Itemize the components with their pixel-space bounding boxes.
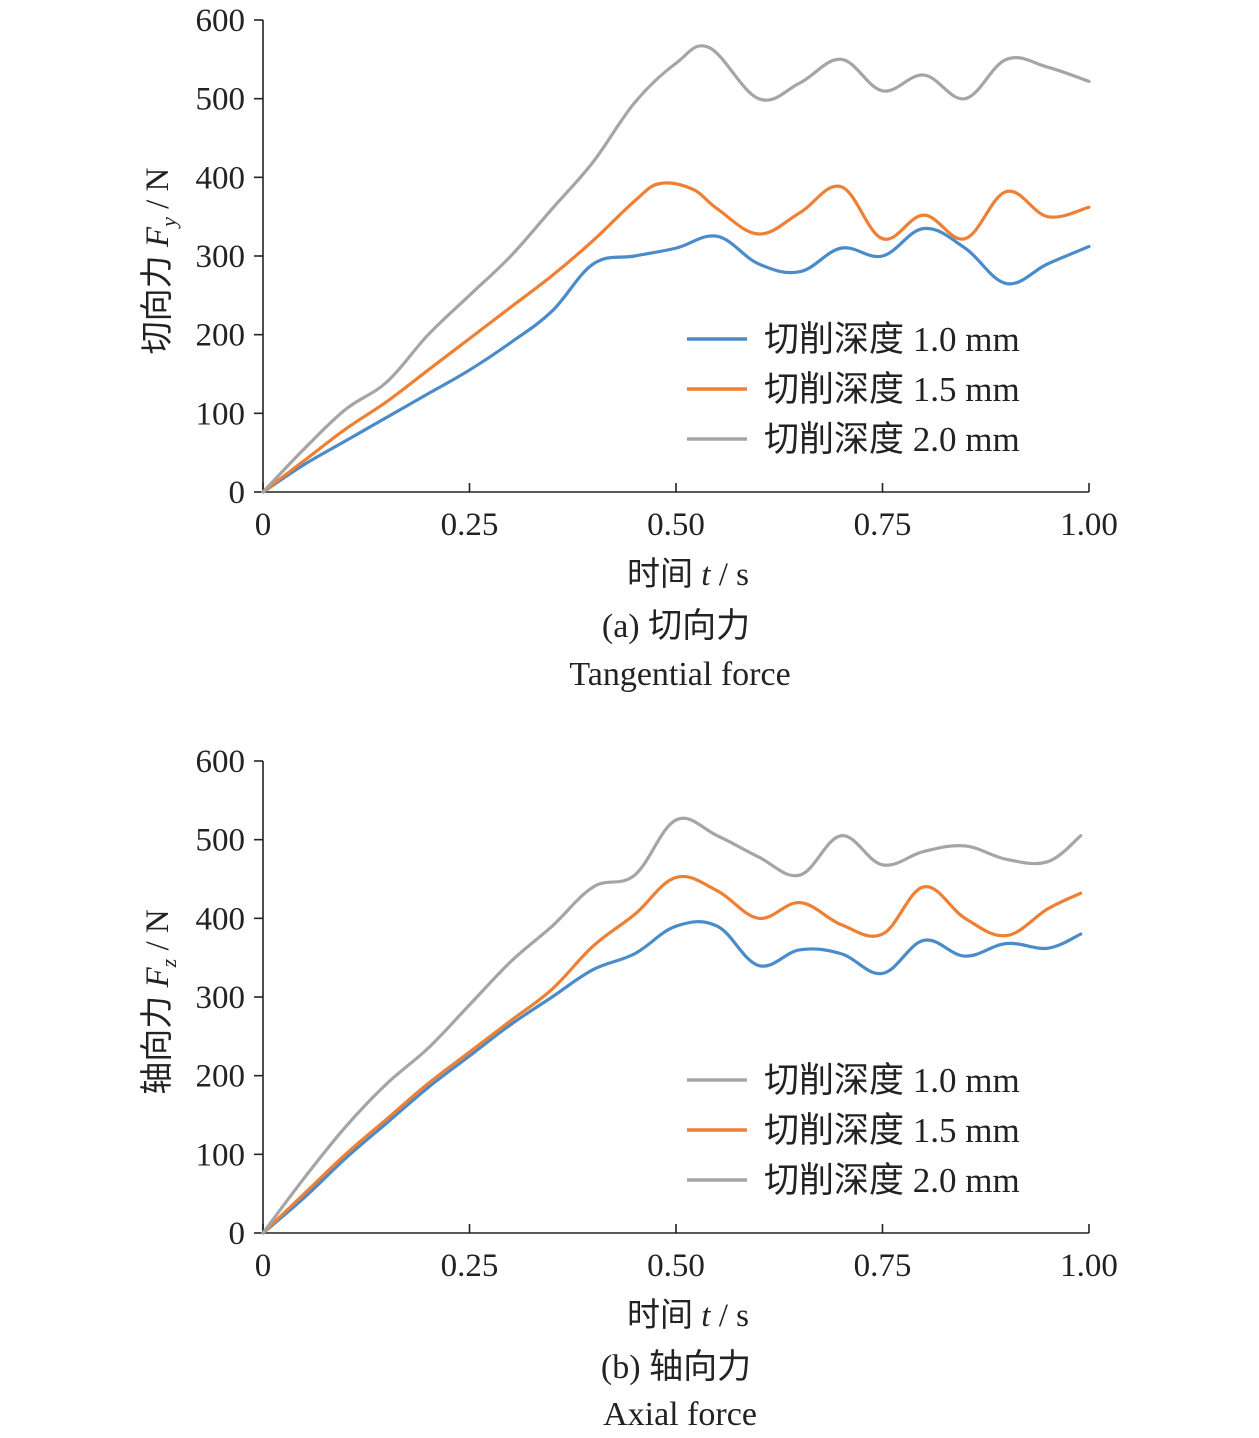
y-tick-label: 0 xyxy=(229,1216,246,1252)
x-tick-label: 0.50 xyxy=(647,1248,705,1284)
chart-tangential-force: 0 100 200 300 400 500 600 0 0.25 0.50 0.75 1.00 时间 t… xyxy=(139,3,1118,693)
y-axis-label: 轴向力 Fz / N xyxy=(139,909,181,1095)
y-axis-label-part: y xyxy=(156,217,181,229)
y-axis-label-part: 切向力 xyxy=(139,247,176,354)
y-axis-label-part: F xyxy=(140,966,176,988)
legend-label: 切削深度 1.0 mm xyxy=(764,320,1020,359)
x-tick-label: 0 xyxy=(255,1248,272,1284)
legend-label: 切削深度 2.0 mm xyxy=(764,1161,1020,1200)
x-tick-label: 0.75 xyxy=(854,1248,912,1284)
x-tick-label: 1.00 xyxy=(1060,507,1118,543)
legend-label: 切削深度 1.0 mm xyxy=(764,1061,1020,1100)
legend-label: 切削深度 1.5 mm xyxy=(764,370,1020,409)
x-tick-label: 1.00 xyxy=(1060,1248,1118,1284)
legend-label: 切削深度 2.0 mm xyxy=(764,420,1020,459)
y-tick-label: 200 xyxy=(196,1059,246,1095)
y-tick-label: 100 xyxy=(196,396,246,432)
x-axis-label-part: / s xyxy=(710,1298,749,1334)
y-tick-label: 0 xyxy=(229,475,246,511)
y-tick-label: 600 xyxy=(196,744,246,780)
series-line-1 xyxy=(261,920,1083,1235)
x-tick-label: 0.75 xyxy=(854,507,912,543)
series-line-1 xyxy=(261,226,1091,494)
chart-caption-english: Axial force xyxy=(603,1396,757,1433)
x-axis-label-part: 时间 xyxy=(627,1298,701,1334)
y-tick-label: 400 xyxy=(196,901,246,937)
series-line-2 xyxy=(261,181,1091,494)
y-tick-label: 300 xyxy=(196,980,246,1016)
y-axis-label: 切向力 Fy / N xyxy=(139,167,181,354)
x-tick-label: 0 xyxy=(255,507,272,543)
x-axis-label: 时间 t / s xyxy=(627,557,749,593)
legend-label: 切削深度 1.5 mm xyxy=(764,1111,1020,1150)
x-tick-label: 0.50 xyxy=(647,507,705,543)
x-axis-label-part: 时间 xyxy=(627,557,701,593)
y-tick-label: 500 xyxy=(196,82,246,118)
chart-axial-force: 0 100 200 300 400 500 600 0 0.25 0.50 0.75 1.00 时间 t… xyxy=(139,744,1118,1433)
y-axis-label-part: 轴向力 xyxy=(139,987,176,1094)
y-axis-label-part: z xyxy=(156,958,181,968)
y-axis-label-part: / N xyxy=(140,167,176,217)
x-tick-label: 0.25 xyxy=(441,507,499,543)
x-axis-label: 时间 t / s xyxy=(627,1298,749,1334)
chart-caption: (b) 轴向力 xyxy=(601,1348,751,1386)
series-line-3 xyxy=(261,44,1091,494)
chart-caption: (a) 切向力 xyxy=(602,607,750,645)
y-axis-label-part: / N xyxy=(140,909,176,959)
x-axis-label-part: / s xyxy=(710,557,749,593)
y-tick-label: 200 xyxy=(196,318,246,354)
y-tick-label: 500 xyxy=(196,823,246,859)
y-axis-label-part: F xyxy=(140,226,176,248)
y-tick-label: 100 xyxy=(196,1137,246,1173)
x-tick-label: 0.25 xyxy=(441,1248,499,1284)
x-axis-label-part: t xyxy=(701,1298,711,1334)
y-tick-label: 600 xyxy=(196,3,246,39)
y-tick-label: 300 xyxy=(196,239,246,275)
series-line-3 xyxy=(261,816,1083,1235)
y-tick-label: 400 xyxy=(196,160,246,196)
x-axis-label-part: t xyxy=(701,557,711,593)
series-line-2 xyxy=(261,874,1083,1235)
chart-caption-english: Tangential force xyxy=(569,656,790,693)
